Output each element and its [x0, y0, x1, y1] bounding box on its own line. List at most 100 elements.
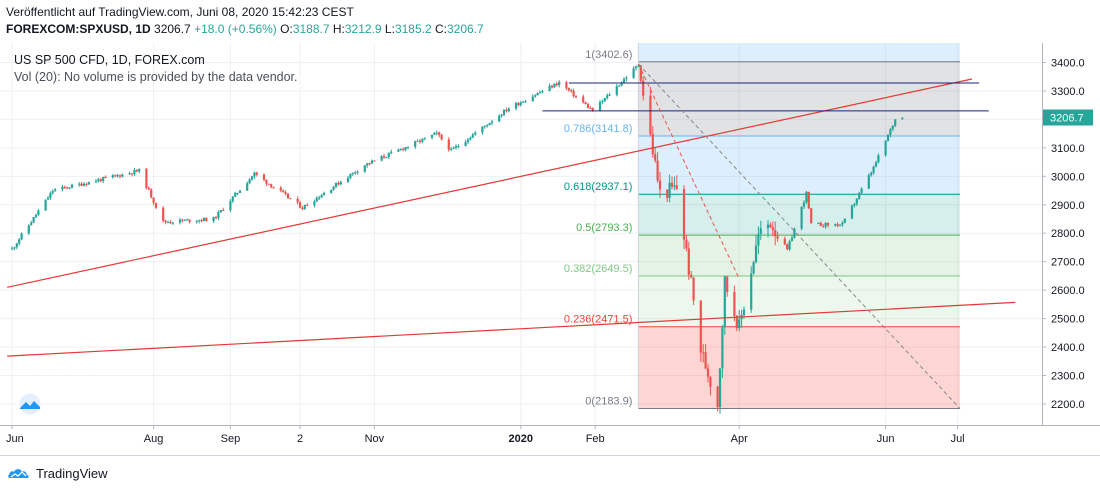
candle-body — [752, 262, 755, 274]
candle-body — [332, 186, 335, 190]
candle-body — [841, 222, 844, 225]
candle-body — [334, 182, 338, 187]
candle-body — [20, 233, 23, 240]
brand-name: TradingView — [36, 465, 108, 481]
candle-body — [145, 168, 148, 188]
candle-body — [558, 82, 561, 86]
candle-body — [538, 92, 542, 94]
open-label: O: — [280, 22, 293, 36]
candle-body — [874, 162, 878, 167]
candle-body — [454, 146, 458, 148]
candle-body — [718, 368, 722, 408]
candle-body — [534, 95, 537, 97]
candle-body — [786, 244, 789, 250]
candle-body — [481, 126, 484, 133]
candle-body — [836, 224, 839, 226]
candle-body — [692, 277, 695, 301]
candle-body — [553, 83, 556, 88]
candle-body — [298, 202, 302, 208]
candle-body — [855, 198, 858, 204]
candle-body — [726, 276, 729, 292]
price-tick-label: 2700.0 — [1051, 257, 1085, 269]
time-axis[interactable]: Jun Aug Sep 2 Nov 2020 Feb Apr Jun Jul — [0, 425, 1100, 456]
fib-trend-dashed[interactable] — [638, 63, 961, 409]
candle-body — [469, 137, 472, 140]
time-tick-label: Aug — [144, 433, 164, 445]
candle-body — [121, 174, 124, 177]
candle-body — [370, 160, 374, 164]
candle-body — [34, 214, 38, 218]
time-tick-label: Sep — [221, 433, 241, 445]
chart-grid — [0, 43, 1042, 425]
candle-body — [853, 203, 856, 206]
fibonacci-retracement[interactable] — [637, 43, 960, 410]
candle-body — [414, 141, 417, 147]
fib-trend-dashed[interactable] — [637, 63, 740, 279]
candle-body — [87, 181, 90, 185]
candle-body — [147, 187, 150, 190]
candle-body — [548, 85, 551, 92]
candle-body — [78, 183, 81, 185]
candle-body — [565, 82, 568, 89]
fib-level-label: 1(3402.6) — [585, 49, 632, 61]
candle-body — [586, 104, 590, 108]
candle-body — [421, 138, 424, 142]
candle-body — [63, 186, 66, 188]
candle-body — [18, 239, 21, 244]
candle-body — [582, 96, 585, 103]
candle-body — [675, 185, 678, 189]
price-tick-label: 2200.0 — [1051, 399, 1085, 411]
candle-body — [349, 173, 352, 178]
candle-body — [238, 190, 242, 193]
candle-body — [54, 189, 57, 192]
candle-body — [790, 237, 794, 242]
candle-body — [843, 218, 846, 223]
drawing-tools[interactable] — [7, 63, 1016, 409]
candle-body — [330, 189, 333, 193]
candle-body — [162, 207, 165, 221]
price-axis-bg — [1042, 43, 1100, 425]
candle-body — [608, 94, 611, 96]
candle-body — [114, 175, 117, 177]
instrument-legend[interactable]: US SP 500 CFD, 1D, FOREX.com — [14, 53, 205, 67]
candle-body — [699, 300, 702, 353]
candle-body — [303, 204, 306, 209]
price-tick-label: 2600.0 — [1051, 285, 1085, 297]
fib-level-label: 0(2183.9) — [585, 396, 632, 408]
trend-line[interactable] — [7, 301, 1016, 357]
candle-body — [668, 182, 671, 198]
candle-body — [66, 187, 69, 189]
candle-body — [70, 184, 74, 188]
fib-band — [638, 235, 960, 277]
candle-body — [654, 154, 657, 161]
time-tick-label: Jun — [6, 433, 24, 445]
candle-body — [766, 224, 770, 229]
price-axis[interactable]: 2200.0 2300.0 2400.0 2500.0 2600.0 2700.0 2800… — [1042, 43, 1100, 425]
candle-body — [255, 172, 258, 175]
candle-body — [783, 238, 786, 245]
last-price-tag — [1043, 109, 1093, 126]
candle-body — [721, 327, 724, 369]
candle-body — [634, 66, 638, 69]
candle-body — [289, 197, 292, 199]
candle-body — [471, 134, 474, 138]
candle-body — [709, 376, 712, 387]
volume-legend[interactable]: Vol (20): No volume is provided by the d… — [14, 70, 298, 84]
candle-body — [519, 102, 522, 106]
symbol-name[interactable]: FOREXCOM:SPXUSD, 1D — [6, 22, 151, 36]
candle-body — [404, 147, 407, 150]
candle-body — [735, 315, 738, 329]
candle-body — [769, 224, 772, 228]
candle-body — [200, 220, 203, 222]
candle-body — [30, 222, 33, 226]
candle-body — [94, 181, 98, 183]
candle-body — [838, 224, 842, 226]
fib-level-label: 0.236(2471.5) — [564, 314, 633, 326]
candle-body — [214, 217, 218, 219]
candle-body — [253, 172, 256, 177]
candle-body — [356, 171, 359, 173]
tradingview-brand[interactable]: TradingView — [7, 465, 108, 481]
trend-line[interactable] — [7, 78, 973, 288]
candle-body — [637, 65, 640, 67]
